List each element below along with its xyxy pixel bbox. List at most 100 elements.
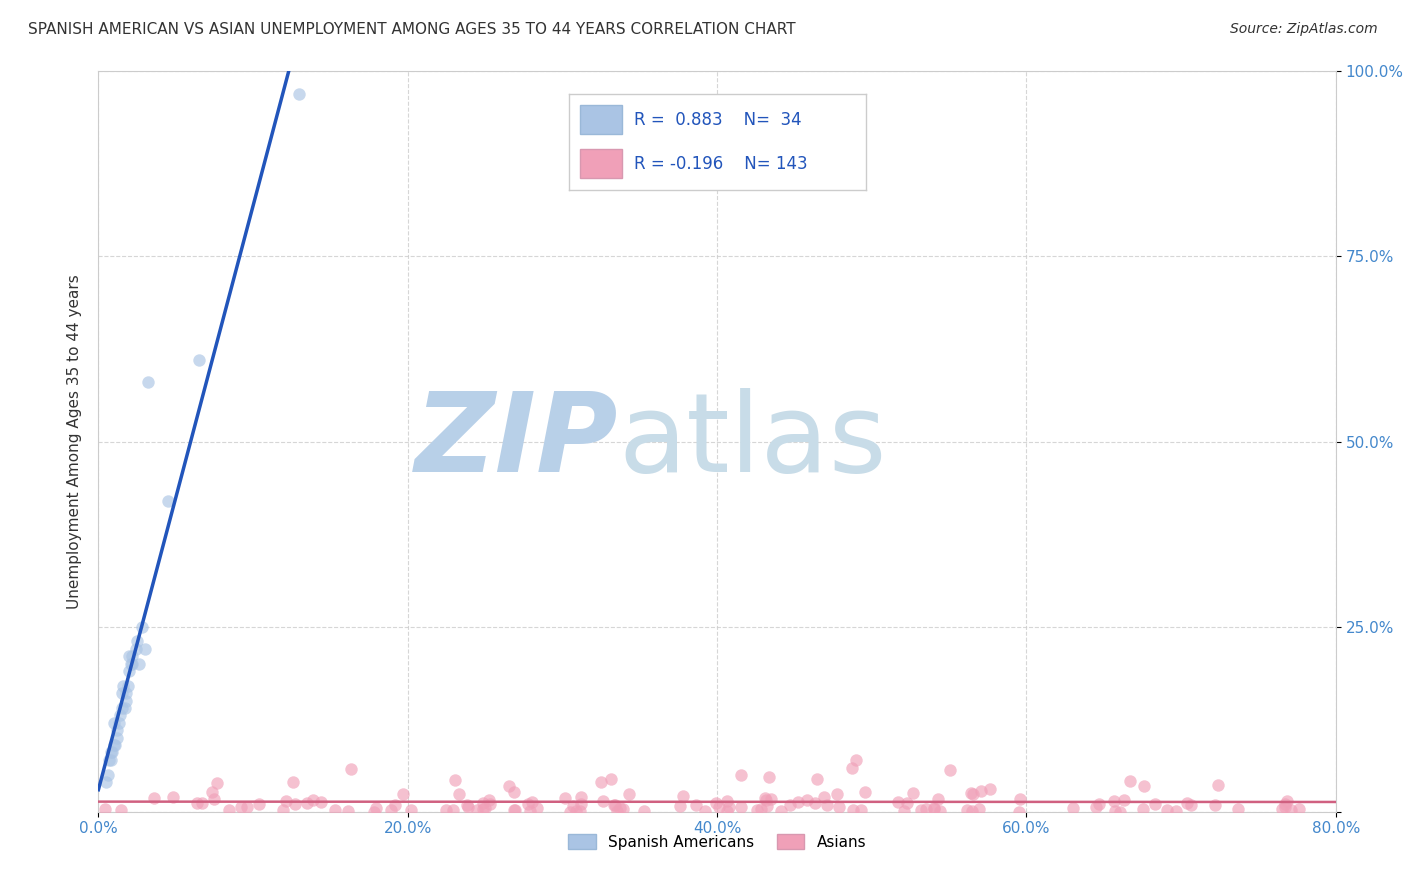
Point	[928, 804, 950, 818]
Point	[569, 789, 592, 804]
Point	[845, 753, 868, 767]
Point	[1226, 802, 1249, 816]
Point	[967, 802, 990, 816]
Point	[323, 803, 346, 817]
Point	[1279, 803, 1302, 817]
Point	[114, 701, 136, 715]
Point	[128, 657, 150, 671]
Point	[730, 768, 752, 782]
Point	[815, 797, 838, 812]
Point	[472, 796, 495, 810]
Point	[956, 803, 979, 817]
Point	[1206, 778, 1229, 792]
Point	[479, 797, 502, 812]
Point	[558, 805, 581, 819]
Point	[927, 792, 949, 806]
Point	[1166, 804, 1188, 818]
Point	[205, 776, 228, 790]
Point	[465, 803, 488, 817]
Point	[384, 797, 406, 812]
Point	[707, 800, 730, 814]
Point	[103, 715, 125, 730]
Point	[112, 679, 135, 693]
Point	[190, 797, 212, 811]
Point	[922, 801, 945, 815]
Point	[107, 715, 129, 730]
Point	[599, 772, 621, 786]
Point	[922, 802, 945, 816]
Point	[1274, 800, 1296, 814]
Point	[434, 804, 457, 818]
Text: Source: ZipAtlas.com: Source: ZipAtlas.com	[1230, 22, 1378, 37]
Point	[569, 804, 592, 818]
Point	[695, 805, 717, 819]
Point	[612, 802, 634, 816]
Point	[565, 804, 588, 818]
Point	[828, 800, 851, 814]
Point	[603, 798, 626, 813]
Point	[297, 796, 319, 810]
Point	[603, 798, 626, 813]
Point	[1143, 797, 1166, 811]
Point	[841, 761, 863, 775]
Text: SPANISH AMERICAN VS ASIAN UNEMPLOYMENT AMONG AGES 35 TO 44 YEARS CORRELATION CHA: SPANISH AMERICAN VS ASIAN UNEMPLOYMENT A…	[28, 22, 796, 37]
Point	[716, 794, 738, 808]
Point	[117, 679, 139, 693]
Point	[1104, 794, 1126, 808]
Legend: Spanish Americans, Asians: Spanish Americans, Asians	[562, 828, 872, 856]
Point	[756, 798, 779, 813]
Point	[1088, 797, 1111, 812]
Point	[108, 708, 131, 723]
Point	[749, 802, 772, 816]
Point	[97, 767, 120, 781]
Point	[526, 800, 548, 814]
Point	[457, 799, 479, 814]
Point	[849, 803, 872, 817]
Point	[761, 792, 783, 806]
Point	[853, 785, 876, 799]
Point	[105, 723, 128, 738]
Point	[103, 738, 125, 752]
Point	[363, 805, 385, 819]
Point	[101, 746, 124, 760]
Point	[1274, 797, 1296, 812]
Point	[685, 798, 707, 813]
Point	[309, 795, 332, 809]
Point	[1133, 780, 1156, 794]
Y-axis label: Unemployment Among Ages 35 to 44 years: Unemployment Among Ages 35 to 44 years	[66, 274, 82, 609]
Point	[120, 657, 142, 671]
Point	[121, 657, 143, 671]
Point	[136, 376, 159, 390]
Point	[401, 803, 423, 817]
Point	[669, 799, 692, 814]
Point	[589, 774, 612, 789]
Point	[519, 805, 541, 819]
Point	[571, 797, 593, 811]
Point	[98, 753, 121, 767]
Point	[813, 790, 835, 805]
Point	[380, 803, 402, 817]
Point	[218, 803, 240, 817]
Point	[755, 793, 778, 807]
Point	[104, 738, 127, 752]
Point	[447, 788, 470, 802]
Point	[1277, 794, 1299, 808]
Point	[1288, 802, 1310, 816]
Point	[806, 772, 828, 787]
Point	[202, 792, 225, 806]
Point	[960, 805, 983, 819]
Point	[134, 641, 156, 656]
Point	[970, 784, 993, 798]
Point	[273, 803, 295, 817]
Point	[100, 753, 122, 767]
Point	[592, 794, 614, 808]
Point	[366, 801, 388, 815]
Point	[1156, 804, 1178, 818]
Point	[110, 803, 132, 817]
Point	[886, 796, 908, 810]
Point	[105, 731, 128, 745]
Point	[392, 788, 415, 802]
Text: ZIP: ZIP	[415, 388, 619, 495]
Point	[1104, 805, 1126, 819]
Point	[910, 803, 932, 817]
